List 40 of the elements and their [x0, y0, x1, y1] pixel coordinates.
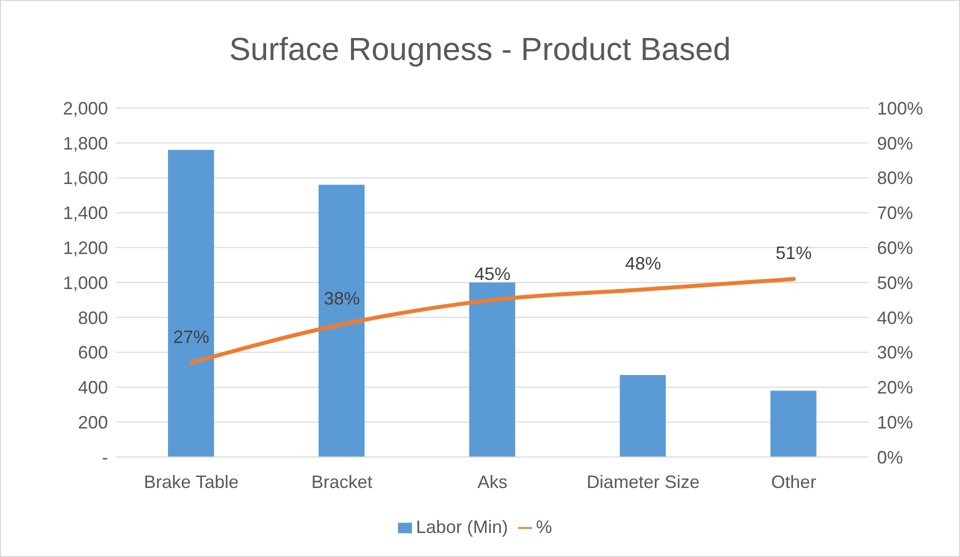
bar [620, 374, 666, 457]
chart-title: Surface Rougness - Product Based [228, 31, 732, 68]
x-tick-label: Aks [477, 472, 508, 492]
y-tick-label: 1,000 [62, 272, 108, 293]
y-tick-label: 2,000 [62, 98, 108, 118]
y2-tick-label: 70% [877, 203, 914, 224]
bar [469, 282, 516, 457]
data-label: 45% [474, 264, 511, 284]
y2-tick-label: 80% [877, 168, 914, 188]
y-tick-label: 200 [78, 412, 108, 432]
data-label: 51% [776, 243, 812, 264]
x-tick-label: Diameter Size [586, 472, 700, 492]
bar [168, 150, 214, 457]
legend-label: % [536, 517, 552, 537]
bar [770, 390, 816, 457]
y-tick-label: - [102, 447, 108, 468]
y-tick-label: 1,800 [62, 133, 108, 154]
y-tick-label: 600 [78, 342, 108, 363]
y2-tick-label: 50% [877, 272, 914, 293]
y-tick-label: 800 [78, 308, 108, 328]
data-label: 38% [324, 288, 360, 308]
y2-tick-label: 40% [877, 308, 914, 328]
y-tick-label: 1,600 [62, 168, 108, 188]
y-tick-label: 400 [78, 378, 108, 398]
y2-tick-label: 60% [877, 238, 914, 258]
y2-tick-label: 10% [877, 412, 914, 432]
data-label: 27% [173, 326, 210, 347]
y-tick-label: 1,200 [62, 238, 108, 258]
y-tick-label: 1,400 [62, 203, 108, 224]
y2-tick-label: 20% [877, 378, 914, 398]
data-label: 48% [625, 253, 662, 274]
x-tick-label: Other [771, 472, 816, 492]
bar [318, 184, 365, 457]
legend-label: Labor (Min) [416, 517, 508, 537]
y2-tick-label: 100% [877, 98, 924, 118]
y2-tick-label: 30% [877, 342, 914, 363]
y2-tick-label: 90% [877, 133, 914, 154]
y2-tick-label: 0% [877, 447, 904, 468]
x-tick-label: Bracket [311, 472, 372, 492]
x-tick-label: Brake Table [144, 472, 239, 492]
